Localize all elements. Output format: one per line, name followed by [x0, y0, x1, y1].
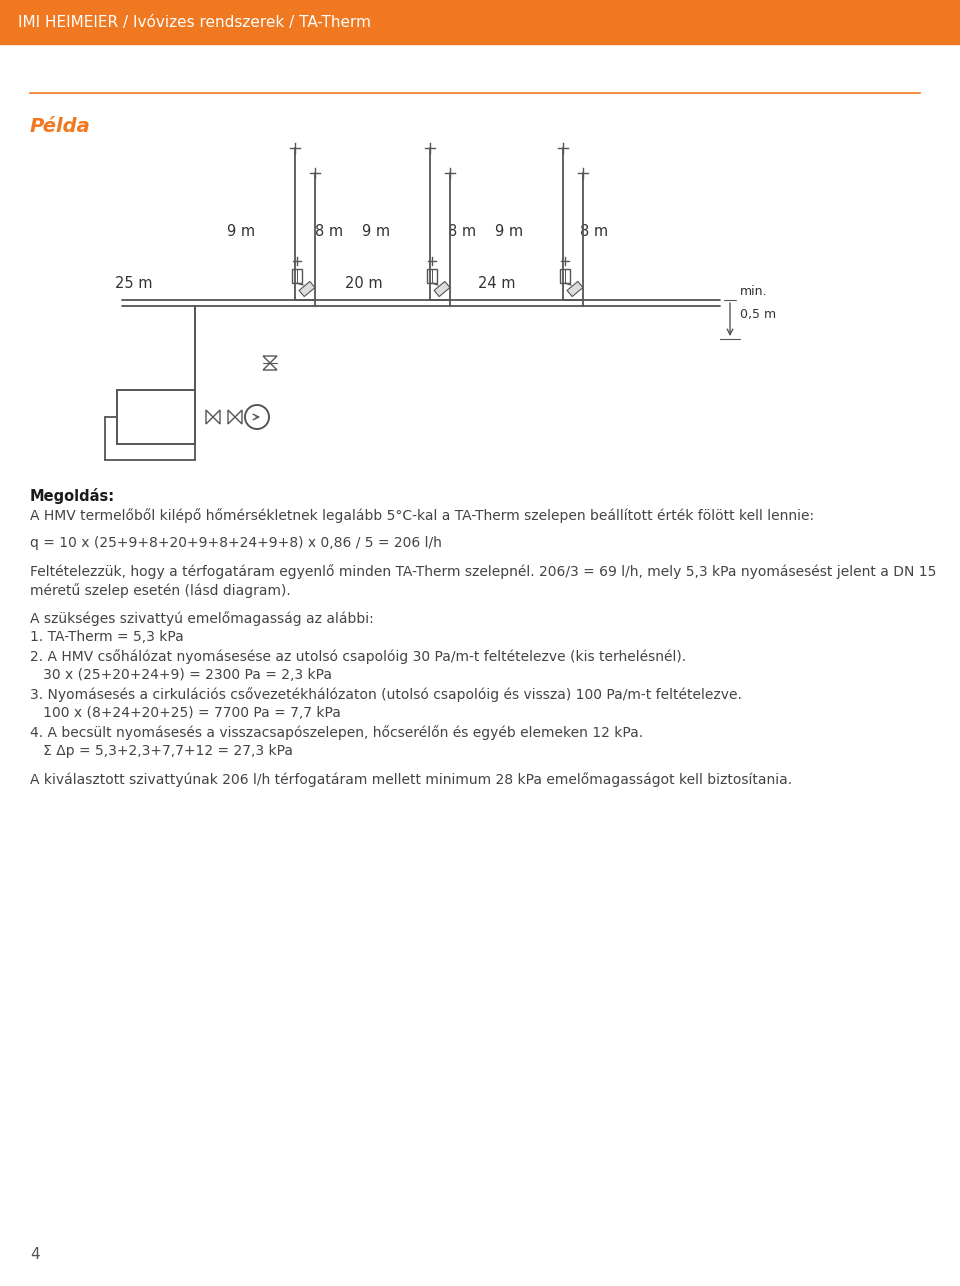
Text: Példa: Példa — [30, 117, 91, 136]
Text: 24 m: 24 m — [478, 276, 516, 292]
Polygon shape — [228, 410, 235, 424]
Text: A szükséges szivattyú emelőmagasság az alábbi:: A szükséges szivattyú emelőmagasság az a… — [30, 611, 373, 626]
Text: 4. A becsült nyomásesés a visszacsapószelepen, hőcserélőn és egyéb elemeken 12 k: 4. A becsült nyomásesés a visszacsapósze… — [30, 725, 643, 739]
Text: min.: min. — [740, 285, 767, 298]
Text: 2. A HMV csőhálózat nyomásesése az utolsó csapolóig 30 Pa/m-t feltételezve (kis : 2. A HMV csőhálózat nyomásesése az utols… — [30, 649, 686, 664]
Bar — [292, 269, 302, 283]
Polygon shape — [235, 410, 242, 424]
Text: 8 m: 8 m — [315, 225, 343, 239]
Circle shape — [245, 405, 269, 430]
Text: 9 m: 9 m — [494, 225, 523, 239]
Polygon shape — [213, 410, 220, 424]
Polygon shape — [300, 282, 315, 297]
Text: A HMV termelőből kilépő hőmérsékletnek legalább 5°C-kal a TA-Therm szelepen beál: A HMV termelőből kilépő hőmérsékletnek l… — [30, 508, 814, 523]
Polygon shape — [434, 282, 450, 297]
Text: Σ Δp = 5,3+2,3+7,7+12 = 27,3 kPa: Σ Δp = 5,3+2,3+7,7+12 = 27,3 kPa — [30, 745, 293, 757]
Bar — [427, 269, 437, 283]
Text: 100 x (8+24+20+25) = 7700 Pa = 7,7 kPa: 100 x (8+24+20+25) = 7700 Pa = 7,7 kPa — [30, 706, 341, 720]
Text: 25 m: 25 m — [115, 276, 153, 292]
Bar — [117, 390, 195, 444]
Text: 0,5 m: 0,5 m — [740, 309, 776, 322]
Text: 9 m: 9 m — [362, 225, 390, 239]
Text: 4: 4 — [30, 1247, 39, 1262]
Text: 9 m: 9 m — [227, 225, 255, 239]
Polygon shape — [263, 356, 277, 363]
Text: 8 m: 8 m — [448, 225, 476, 239]
Text: Megoldás:: Megoldás: — [30, 487, 115, 504]
Text: 3. Nyomásesés a cirkulációs csővezetékhálózaton (utolsó csapolóig és vissza) 100: 3. Nyomásesés a cirkulációs csővezetékhá… — [30, 687, 742, 702]
Text: 20 m: 20 m — [345, 276, 383, 292]
Bar — [0, 0, 960, 44]
Polygon shape — [263, 363, 277, 370]
Text: q = 10 x (25+9+8+20+9+8+24+9+8) x 0,86 / 5 = 206 l/h: q = 10 x (25+9+8+20+9+8+24+9+8) x 0,86 /… — [30, 536, 442, 550]
Text: IMI HEIMEIER / Ivóvizes rendszerek / TA-Therm: IMI HEIMEIER / Ivóvizes rendszerek / TA-… — [18, 14, 371, 30]
Text: Feltételezzük, hogy a térfogatáram egyenlő minden TA-Therm szelepnél. 206/3 = 69: Feltételezzük, hogy a térfogatáram egyen… — [30, 565, 936, 579]
Bar — [560, 269, 570, 283]
Text: méretű szelep esetén (lásd diagram).: méretű szelep esetén (lásd diagram). — [30, 583, 291, 598]
Text: 30 x (25+20+24+9) = 2300 Pa = 2,3 kPa: 30 x (25+20+24+9) = 2300 Pa = 2,3 kPa — [30, 667, 332, 682]
Polygon shape — [206, 410, 213, 424]
Text: 1. TA-Therm = 5,3 kPa: 1. TA-Therm = 5,3 kPa — [30, 630, 183, 644]
Polygon shape — [567, 282, 583, 297]
Text: A kiválasztott szivattyúnak 206 l/h térfogatáram mellett minimum 28 kPa emelőmag: A kiválasztott szivattyúnak 206 l/h térf… — [30, 772, 792, 787]
Text: 8 m: 8 m — [580, 225, 608, 239]
